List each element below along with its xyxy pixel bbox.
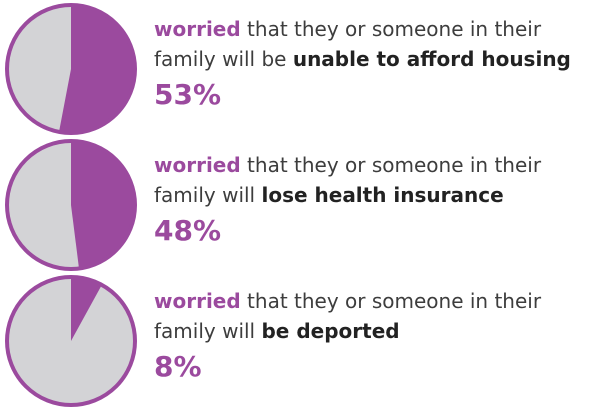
worried-label: worried	[154, 17, 241, 41]
pie-slice-deported	[71, 277, 102, 341]
stat-line-1-rest: that they or someone in their	[240, 289, 542, 313]
worried-label: worried	[154, 289, 241, 313]
stat-row-deported: worried that they or someone in their fa…	[0, 272, 600, 408]
stat-line-1: worried that they or someone in their	[154, 14, 594, 44]
stat-line-2-pre: family will	[154, 183, 262, 207]
stat-text-housing: worried that they or someone in their fa…	[154, 0, 594, 112]
stat-row-housing: worried that they or someone in their fa…	[0, 0, 600, 136]
stat-text-deported: worried that they or someone in their fa…	[154, 272, 594, 384]
stat-line-2: family will lose health insurance	[154, 180, 594, 210]
pie-chart-housing	[5, 3, 137, 135]
pie-ring-housing	[5, 3, 137, 135]
stat-line-1-rest: that they or someone in their	[240, 153, 542, 177]
pie-slice-health-insurance	[71, 140, 136, 269]
stat-line-2-bold: unable to afford housing	[292, 47, 571, 71]
stat-line-2-bold: be deported	[261, 319, 400, 343]
percent-label-housing: 53%	[154, 78, 222, 111]
stat-line-1-rest: that they or someone in their	[240, 17, 542, 41]
worried-label: worried	[154, 153, 241, 177]
stat-line-2-bold: lose health insurance	[261, 183, 504, 207]
stat-line-2: family will be unable to afford housing	[154, 44, 594, 74]
stat-line-2-pre: family will	[154, 319, 262, 343]
pie-ring-deported	[5, 275, 137, 407]
pie-ring-health-insurance	[5, 139, 137, 271]
stat-line-2-pre: family will be	[154, 47, 293, 71]
pie-slice-housing	[59, 5, 135, 133]
stat-line-1: worried that they or someone in their	[154, 286, 594, 316]
stat-text-health-insurance: worried that they or someone in their fa…	[154, 136, 594, 248]
percent-label-health-insurance: 48%	[154, 214, 222, 247]
stat-row-health-insurance: worried that they or someone in their fa…	[0, 136, 600, 272]
stat-line-2: family will be deported	[154, 316, 594, 346]
pie-chart-deported	[5, 275, 137, 407]
pie-chart-health-insurance	[5, 139, 137, 271]
stat-line-1: worried that they or someone in their	[154, 150, 594, 180]
percent-label-deported: 8%	[154, 350, 202, 383]
